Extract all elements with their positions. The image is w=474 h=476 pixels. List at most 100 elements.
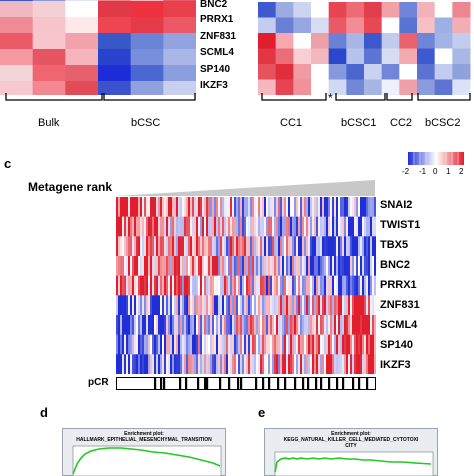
heatmap-cell	[176, 256, 179, 276]
heatmap-cell	[232, 315, 235, 335]
heatmap-cell	[190, 236, 193, 257]
heatmap-cell	[242, 354, 245, 374]
heatmap-cell	[182, 256, 185, 276]
pcr-tick	[262, 378, 265, 389]
heatmap-cell	[134, 197, 137, 217]
heatmap-cell	[0, 81, 34, 95]
heatmap-cell	[200, 334, 203, 355]
heatmap-cell	[192, 256, 195, 276]
heatmap-cell	[244, 236, 247, 257]
heatmap-cell	[338, 216, 341, 237]
heatmap-cell	[132, 197, 135, 217]
heatmap-cell	[212, 334, 215, 355]
heatmap-cell	[434, 33, 453, 49]
heatmap-cell	[65, 17, 99, 34]
heatmap-cell	[298, 216, 301, 237]
heatmap-cell	[124, 354, 127, 374]
heatmap-cell	[293, 64, 312, 80]
heatmap-cell	[256, 216, 259, 237]
heatmap-cell	[98, 1, 132, 18]
color-scale-bar	[408, 152, 464, 165]
heatmap-cell	[344, 197, 347, 217]
heatmap-cell	[126, 295, 129, 316]
heatmap-cell	[184, 315, 187, 335]
heatmap-cell	[302, 256, 305, 276]
heatmap-cell	[266, 236, 269, 257]
heatmap-cell	[358, 295, 361, 316]
heatmap-cell	[334, 295, 337, 316]
heatmap-cell	[311, 48, 330, 65]
heatmap-cell	[192, 275, 195, 296]
heatmap-cell	[320, 236, 323, 257]
heatmap-cell	[204, 256, 207, 276]
heatmap-cell	[354, 354, 357, 374]
heatmap-cell	[322, 236, 325, 257]
heatmap-cell	[278, 334, 281, 355]
heatmap-cell	[164, 275, 167, 296]
heatmap-cell	[276, 216, 279, 237]
heatmap-cell	[362, 197, 365, 217]
heatmap-cell	[306, 197, 309, 217]
heatmap-cell	[136, 334, 139, 355]
heatmap-cell	[222, 256, 225, 276]
heatmap-cell	[158, 197, 161, 217]
heatmap-cell	[162, 197, 165, 217]
heatmap-cell	[328, 2, 347, 18]
heatmap-cell	[172, 216, 175, 237]
heatmap-cell	[162, 236, 165, 257]
heatmap-cell	[134, 256, 137, 276]
heatmap-cell	[288, 334, 291, 355]
heatmap-cell	[180, 275, 183, 296]
heatmap-cell	[272, 216, 275, 237]
heatmap-cell	[212, 295, 215, 316]
heatmap-cell	[240, 315, 243, 335]
heatmap-cell	[160, 236, 163, 257]
heatmap-cell	[296, 295, 299, 316]
heatmap-cell	[236, 315, 239, 335]
heatmap-cell	[196, 197, 199, 217]
heatmap-cell	[399, 2, 418, 18]
heatmap-cell	[32, 33, 66, 50]
heatmap-cell	[328, 79, 347, 95]
heatmap-cell	[346, 33, 365, 49]
pcr-tick	[320, 378, 323, 389]
heatmap-cell	[322, 354, 325, 374]
heatmap-cell	[138, 197, 141, 217]
heatmap-cell	[276, 197, 279, 217]
heatmap-cell	[240, 256, 243, 276]
heatmap-cell	[116, 256, 119, 276]
heatmap-cell	[210, 275, 213, 296]
heatmap-cell	[274, 256, 277, 276]
gene-label: SP140	[200, 64, 231, 75]
heatmap-cell	[362, 256, 365, 276]
heatmap-cell	[126, 197, 129, 217]
heatmap-cell	[268, 236, 271, 257]
heatmap-cell	[116, 275, 119, 296]
heatmap-cell	[290, 354, 293, 374]
heatmap-cell	[272, 275, 275, 296]
heatmap-cell	[362, 216, 365, 237]
heatmap-cell	[116, 315, 119, 335]
heatmap-cell	[338, 334, 341, 355]
heatmap-cell	[124, 197, 127, 217]
gene-label: PRRX1	[380, 279, 417, 291]
heatmap-cell	[256, 197, 259, 217]
heatmap-cell	[284, 295, 287, 316]
heatmap-cell	[180, 334, 183, 355]
heatmap-cell	[194, 315, 197, 335]
heatmap-cell	[286, 275, 289, 296]
heatmap-cell	[278, 295, 281, 316]
heatmap-cell	[304, 275, 307, 296]
heatmap-cell	[184, 354, 187, 374]
heatmap-cell	[275, 17, 294, 34]
heatmap-cell	[370, 334, 373, 355]
pcr-tick	[228, 378, 231, 389]
heatmap-cell	[148, 197, 151, 217]
pcr-tick	[358, 378, 361, 389]
heatmap-cell	[214, 197, 217, 217]
heatmap-cell	[196, 315, 199, 335]
heatmap-cell	[280, 295, 283, 316]
heatmap-cell	[140, 295, 143, 316]
heatmap-cell	[98, 17, 132, 34]
heatmap-cell	[294, 315, 297, 335]
